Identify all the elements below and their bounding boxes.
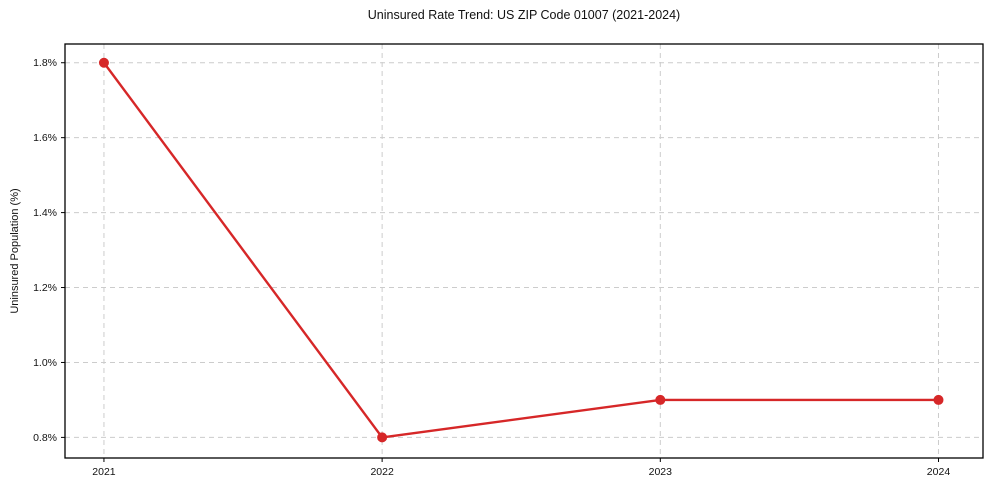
trend-line xyxy=(102,61,940,439)
data-point-marker xyxy=(933,394,944,405)
x-tick-label: 2021 xyxy=(92,466,116,478)
plot-border xyxy=(64,43,984,459)
y-tick-label: 1.0% xyxy=(33,357,57,369)
x-tick-label: 2024 xyxy=(927,466,951,478)
x-tick-label: 2023 xyxy=(649,466,673,478)
chart-title: Uninsured Rate Trend: US ZIP Code 01007 … xyxy=(367,8,681,22)
y-tick-label: 0.8% xyxy=(33,432,57,444)
data-point-marker xyxy=(98,57,109,68)
y-tick-label: 1.2% xyxy=(33,282,57,294)
x-tick-label: 2022 xyxy=(370,466,394,478)
data-point-marker xyxy=(655,394,666,405)
y-tick-label: 1.4% xyxy=(33,207,57,219)
data-point-marker xyxy=(377,432,388,443)
y-tick-label: 1.8% xyxy=(33,57,57,69)
y-tick-label: 1.6% xyxy=(33,132,57,144)
